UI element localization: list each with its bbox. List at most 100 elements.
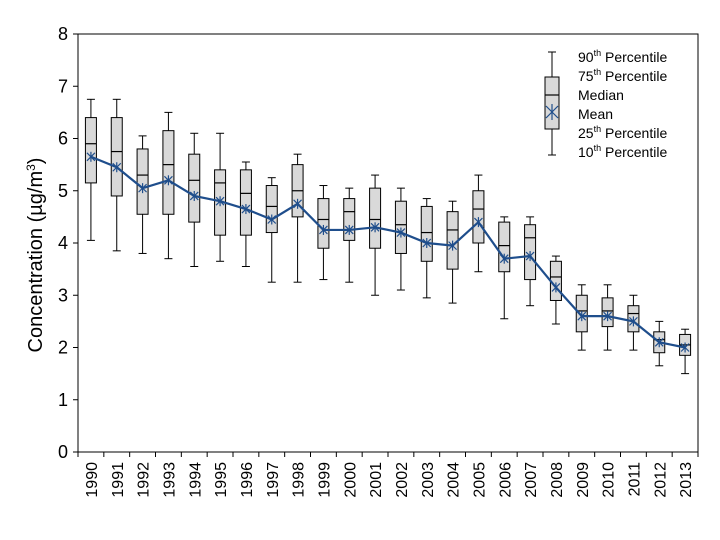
y-axis-title-main: Concentration ( xyxy=(25,215,47,352)
mean-series xyxy=(86,151,690,353)
x-tick-label: 1995 xyxy=(213,462,230,498)
box-1992 xyxy=(136,135,149,254)
mean-marker xyxy=(267,214,277,225)
box-series xyxy=(84,98,692,375)
mean-marker xyxy=(654,337,664,348)
mean-marker xyxy=(138,183,148,194)
box-2006 xyxy=(498,216,511,320)
y-tick-label: 7 xyxy=(58,76,68,96)
legend-label: 75th Percentile xyxy=(578,67,667,84)
x-tick-label: 2006 xyxy=(497,462,514,498)
y-axis-title-mu: µ xyxy=(25,204,47,216)
y-tick-label: 3 xyxy=(58,285,68,305)
y-tick-label: 6 xyxy=(58,129,68,149)
iqr-box xyxy=(472,190,485,244)
x-tick-label: 2013 xyxy=(678,462,695,498)
x-tick-label: 1992 xyxy=(136,462,153,498)
mean-marker xyxy=(551,282,561,293)
iqr-box xyxy=(446,211,459,270)
iqr-box xyxy=(162,130,175,215)
iqr-box xyxy=(317,198,330,249)
mean-marker xyxy=(318,224,328,235)
mean-marker xyxy=(473,217,483,228)
iqr-box xyxy=(420,205,433,262)
box-2002 xyxy=(394,187,407,291)
box-1994 xyxy=(188,132,201,268)
mean-marker xyxy=(577,311,587,322)
y-axis-title-close: ) xyxy=(25,158,47,165)
x-tick-label: 1990 xyxy=(84,462,101,498)
x-tick-label: 2011 xyxy=(626,462,643,497)
iqr-box xyxy=(188,153,201,223)
mean-marker xyxy=(189,190,199,201)
iqr-box xyxy=(369,187,382,249)
legend-icon xyxy=(544,51,560,156)
iqr-box xyxy=(549,260,562,301)
box-2004 xyxy=(446,200,459,304)
x-tick-label: 2002 xyxy=(394,462,411,498)
box-1998 xyxy=(291,153,304,283)
x-tick-label: 2007 xyxy=(523,462,540,498)
mean-marker xyxy=(603,311,613,322)
legend-label: Mean xyxy=(578,106,613,122)
y-axis-title: Concentration (µg/m3) xyxy=(24,158,47,353)
x-tick-label: 2003 xyxy=(420,462,437,498)
iqr-box xyxy=(265,185,278,234)
y-tick-label: 0 xyxy=(58,442,68,462)
legend-label: 25th Percentile xyxy=(578,124,667,141)
mean-marker xyxy=(215,196,225,207)
box-2003 xyxy=(420,198,433,299)
y-axis-title-unit: g/m xyxy=(25,171,47,204)
x-tick-label: 1997 xyxy=(265,462,282,498)
box-1990 xyxy=(84,98,97,241)
x-tick-label: 1996 xyxy=(239,462,256,498)
x-tick-label: 2001 xyxy=(368,462,385,498)
box-2005 xyxy=(472,174,485,273)
x-tick-label: 1998 xyxy=(291,462,308,498)
mean-marker xyxy=(293,198,303,209)
x-tick-label: 1999 xyxy=(316,462,333,498)
iqr-box xyxy=(84,117,97,184)
x-tick-label: 2000 xyxy=(342,462,359,498)
x-tick-label: 2004 xyxy=(446,462,463,498)
mean-marker xyxy=(112,162,122,173)
x-tick-label: 1993 xyxy=(161,462,178,498)
iqr-box xyxy=(498,221,511,273)
mean-marker xyxy=(86,151,96,162)
legend-label: Median xyxy=(578,87,624,103)
x-tick-label: 2010 xyxy=(601,462,618,498)
box-2001 xyxy=(369,174,382,296)
y-tick-label: 4 xyxy=(58,233,68,253)
x-tick-label: 1991 xyxy=(110,462,127,498)
box-1997 xyxy=(265,177,278,283)
x-tick-label: 2009 xyxy=(575,462,592,498)
iqr-box xyxy=(110,117,123,197)
box-1996 xyxy=(239,161,252,268)
mean-marker xyxy=(396,227,406,238)
mean-marker xyxy=(422,238,432,248)
iqr-box xyxy=(136,148,149,215)
x-tick-label: 2008 xyxy=(549,462,566,498)
mean-marker xyxy=(525,251,535,262)
mean-line xyxy=(90,155,686,349)
mean-marker xyxy=(499,253,509,264)
legend-label: 10th Percentile xyxy=(578,143,667,160)
x-tick-label: 2005 xyxy=(471,462,488,498)
x-axis: 1990 1991 1992 1993 1994 1995 1996 1997 1998 1999… xyxy=(77,452,699,498)
mean-marker xyxy=(680,342,690,353)
box-2008 xyxy=(549,255,562,325)
y-tick-label: 8 xyxy=(58,24,68,44)
legend-label: 90th Percentile xyxy=(578,48,667,65)
x-tick-label: 1994 xyxy=(187,462,204,498)
mean-marker xyxy=(628,316,638,327)
y-axis: 0 1 2 3 4 5 6 7 8 xyxy=(58,24,78,462)
mean-marker xyxy=(241,204,251,215)
mean-marker xyxy=(344,224,354,235)
box-1993 xyxy=(162,111,175,260)
mean-marker xyxy=(448,240,458,251)
y-tick-label: 2 xyxy=(58,338,68,358)
box-2000 xyxy=(343,187,356,283)
mean-marker xyxy=(163,175,173,186)
